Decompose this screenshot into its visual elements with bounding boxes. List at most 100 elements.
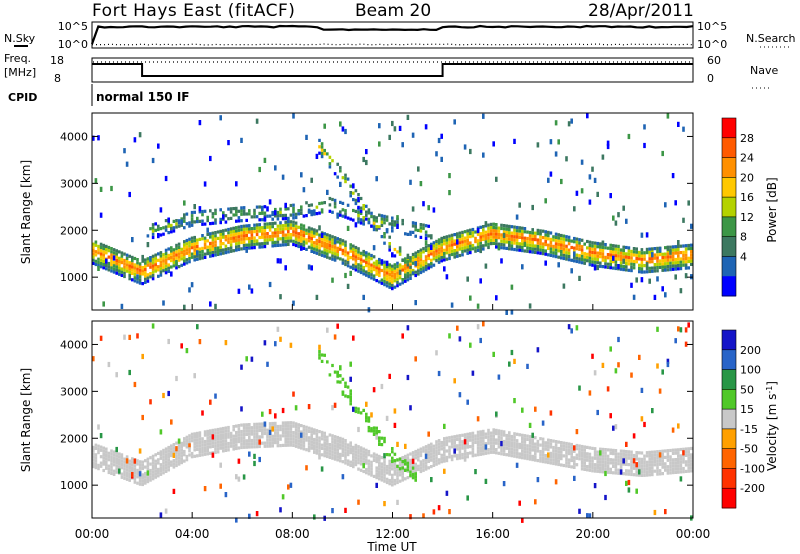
heatmap-cell bbox=[541, 248, 545, 252]
heatmap-cell bbox=[471, 447, 475, 451]
heatmap-cell bbox=[445, 238, 449, 242]
heatmap-cell bbox=[349, 441, 352, 445]
heatmap-cell bbox=[235, 446, 238, 451]
heatmap-cell bbox=[430, 252, 433, 256]
heatmap-cell bbox=[149, 478, 152, 482]
heatmap-cell bbox=[570, 258, 573, 262]
heatmap-cell bbox=[128, 264, 131, 268]
heatmap-cell bbox=[565, 244, 568, 248]
heatmap-cell bbox=[497, 429, 501, 433]
heatmap-cell bbox=[562, 444, 566, 448]
heatmap-cell bbox=[557, 446, 560, 451]
heatmap-cell bbox=[570, 446, 573, 450]
heatmap-cell bbox=[684, 247, 688, 251]
heatmap-cell bbox=[396, 268, 399, 272]
heatmap-cell bbox=[94, 462, 98, 466]
heatmap-cell bbox=[357, 253, 360, 257]
heatmap-cell bbox=[380, 220, 384, 224]
heatmap-cell bbox=[414, 475, 417, 479]
heatmap-cell bbox=[209, 399, 212, 405]
heatmap-cell bbox=[554, 443, 558, 447]
heatmap-cell bbox=[614, 244, 618, 248]
heatmap-cell bbox=[318, 236, 321, 240]
heatmap-cell bbox=[489, 235, 493, 239]
heatmap-cell bbox=[357, 207, 360, 211]
heatmap-cell bbox=[123, 470, 126, 474]
y-tick-label: 1000 bbox=[60, 271, 88, 284]
heatmap-cell bbox=[258, 456, 261, 463]
heatmap-cell bbox=[253, 442, 256, 446]
heatmap-cell bbox=[118, 468, 121, 474]
heatmap-cell bbox=[107, 361, 111, 368]
heatmap-cell bbox=[487, 441, 490, 445]
heatmap-cell bbox=[341, 208, 345, 212]
heatmap-cell bbox=[214, 208, 217, 212]
heatmap-cell bbox=[149, 262, 152, 266]
heatmap-cell bbox=[645, 262, 649, 268]
heatmap-cell bbox=[149, 272, 152, 276]
heatmap-cell bbox=[214, 431, 217, 435]
heatmap-cell bbox=[172, 229, 176, 233]
heatmap-cell bbox=[292, 213, 295, 217]
heatmap-cell bbox=[625, 441, 628, 447]
heatmap-cell bbox=[167, 338, 170, 345]
heatmap-cell bbox=[203, 236, 207, 240]
heatmap-cell bbox=[378, 273, 381, 278]
heatmap-cell bbox=[183, 213, 186, 217]
heatmap-cell bbox=[445, 241, 449, 245]
heatmap-cell bbox=[367, 268, 371, 272]
heatmap-cell bbox=[458, 336, 462, 342]
heatmap-cell bbox=[510, 309, 514, 315]
heatmap-cell bbox=[245, 212, 248, 216]
heatmap-cell bbox=[432, 457, 436, 461]
heatmap-cell bbox=[539, 453, 542, 457]
heatmap-cell bbox=[531, 247, 534, 251]
heatmap-cell bbox=[297, 429, 300, 433]
heatmap-cell bbox=[354, 268, 358, 272]
noise-search-line bbox=[91, 43, 694, 46]
heatmap-cell bbox=[612, 464, 615, 468]
heatmap-cell bbox=[276, 224, 280, 228]
heatmap-cell bbox=[601, 467, 605, 471]
heatmap-cell bbox=[183, 449, 186, 454]
heatmap-cell bbox=[227, 247, 230, 251]
heatmap-cell bbox=[495, 245, 498, 249]
heatmap-cell bbox=[255, 511, 259, 517]
heatmap-cell bbox=[458, 456, 462, 460]
heatmap-cell bbox=[141, 272, 144, 276]
heatmap-cell bbox=[157, 274, 160, 278]
heatmap-cell bbox=[151, 232, 155, 236]
heatmap-cell bbox=[248, 442, 251, 446]
heatmap-cell bbox=[664, 455, 667, 459]
heatmap-cell bbox=[198, 440, 202, 445]
heatmap-cell bbox=[471, 247, 475, 251]
heatmap-cell bbox=[300, 430, 303, 434]
heatmap-cell bbox=[281, 431, 285, 435]
heatmap-cell bbox=[367, 419, 371, 423]
heatmap-cell bbox=[487, 438, 490, 442]
heatmap-cell bbox=[313, 437, 316, 442]
heatmap-cell bbox=[474, 469, 477, 475]
heatmap-cell bbox=[554, 446, 558, 450]
heatmap-cell bbox=[349, 389, 352, 393]
heatmap-cell bbox=[99, 445, 103, 449]
heatmap-cell bbox=[346, 216, 350, 220]
heatmap-cell bbox=[609, 259, 612, 263]
heatmap-cell bbox=[565, 441, 568, 446]
heatmap-cell bbox=[456, 251, 459, 255]
heatmap-cell bbox=[107, 451, 111, 455]
heatmap-cell bbox=[536, 477, 540, 483]
heatmap-cell bbox=[560, 240, 563, 244]
heatmap-cell bbox=[599, 245, 602, 249]
heatmap-cell bbox=[261, 218, 264, 222]
heatmap-cell bbox=[372, 387, 376, 393]
heatmap-cell bbox=[625, 252, 628, 256]
heatmap-cell bbox=[357, 445, 360, 449]
heatmap-cell bbox=[365, 415, 368, 420]
heatmap-cell bbox=[466, 238, 469, 243]
heatmap-cell bbox=[461, 246, 464, 250]
heatmap-cell bbox=[453, 454, 456, 458]
heatmap-cell bbox=[190, 210, 194, 215]
heatmap-cell bbox=[619, 452, 623, 456]
heatmap-cell bbox=[287, 242, 290, 246]
